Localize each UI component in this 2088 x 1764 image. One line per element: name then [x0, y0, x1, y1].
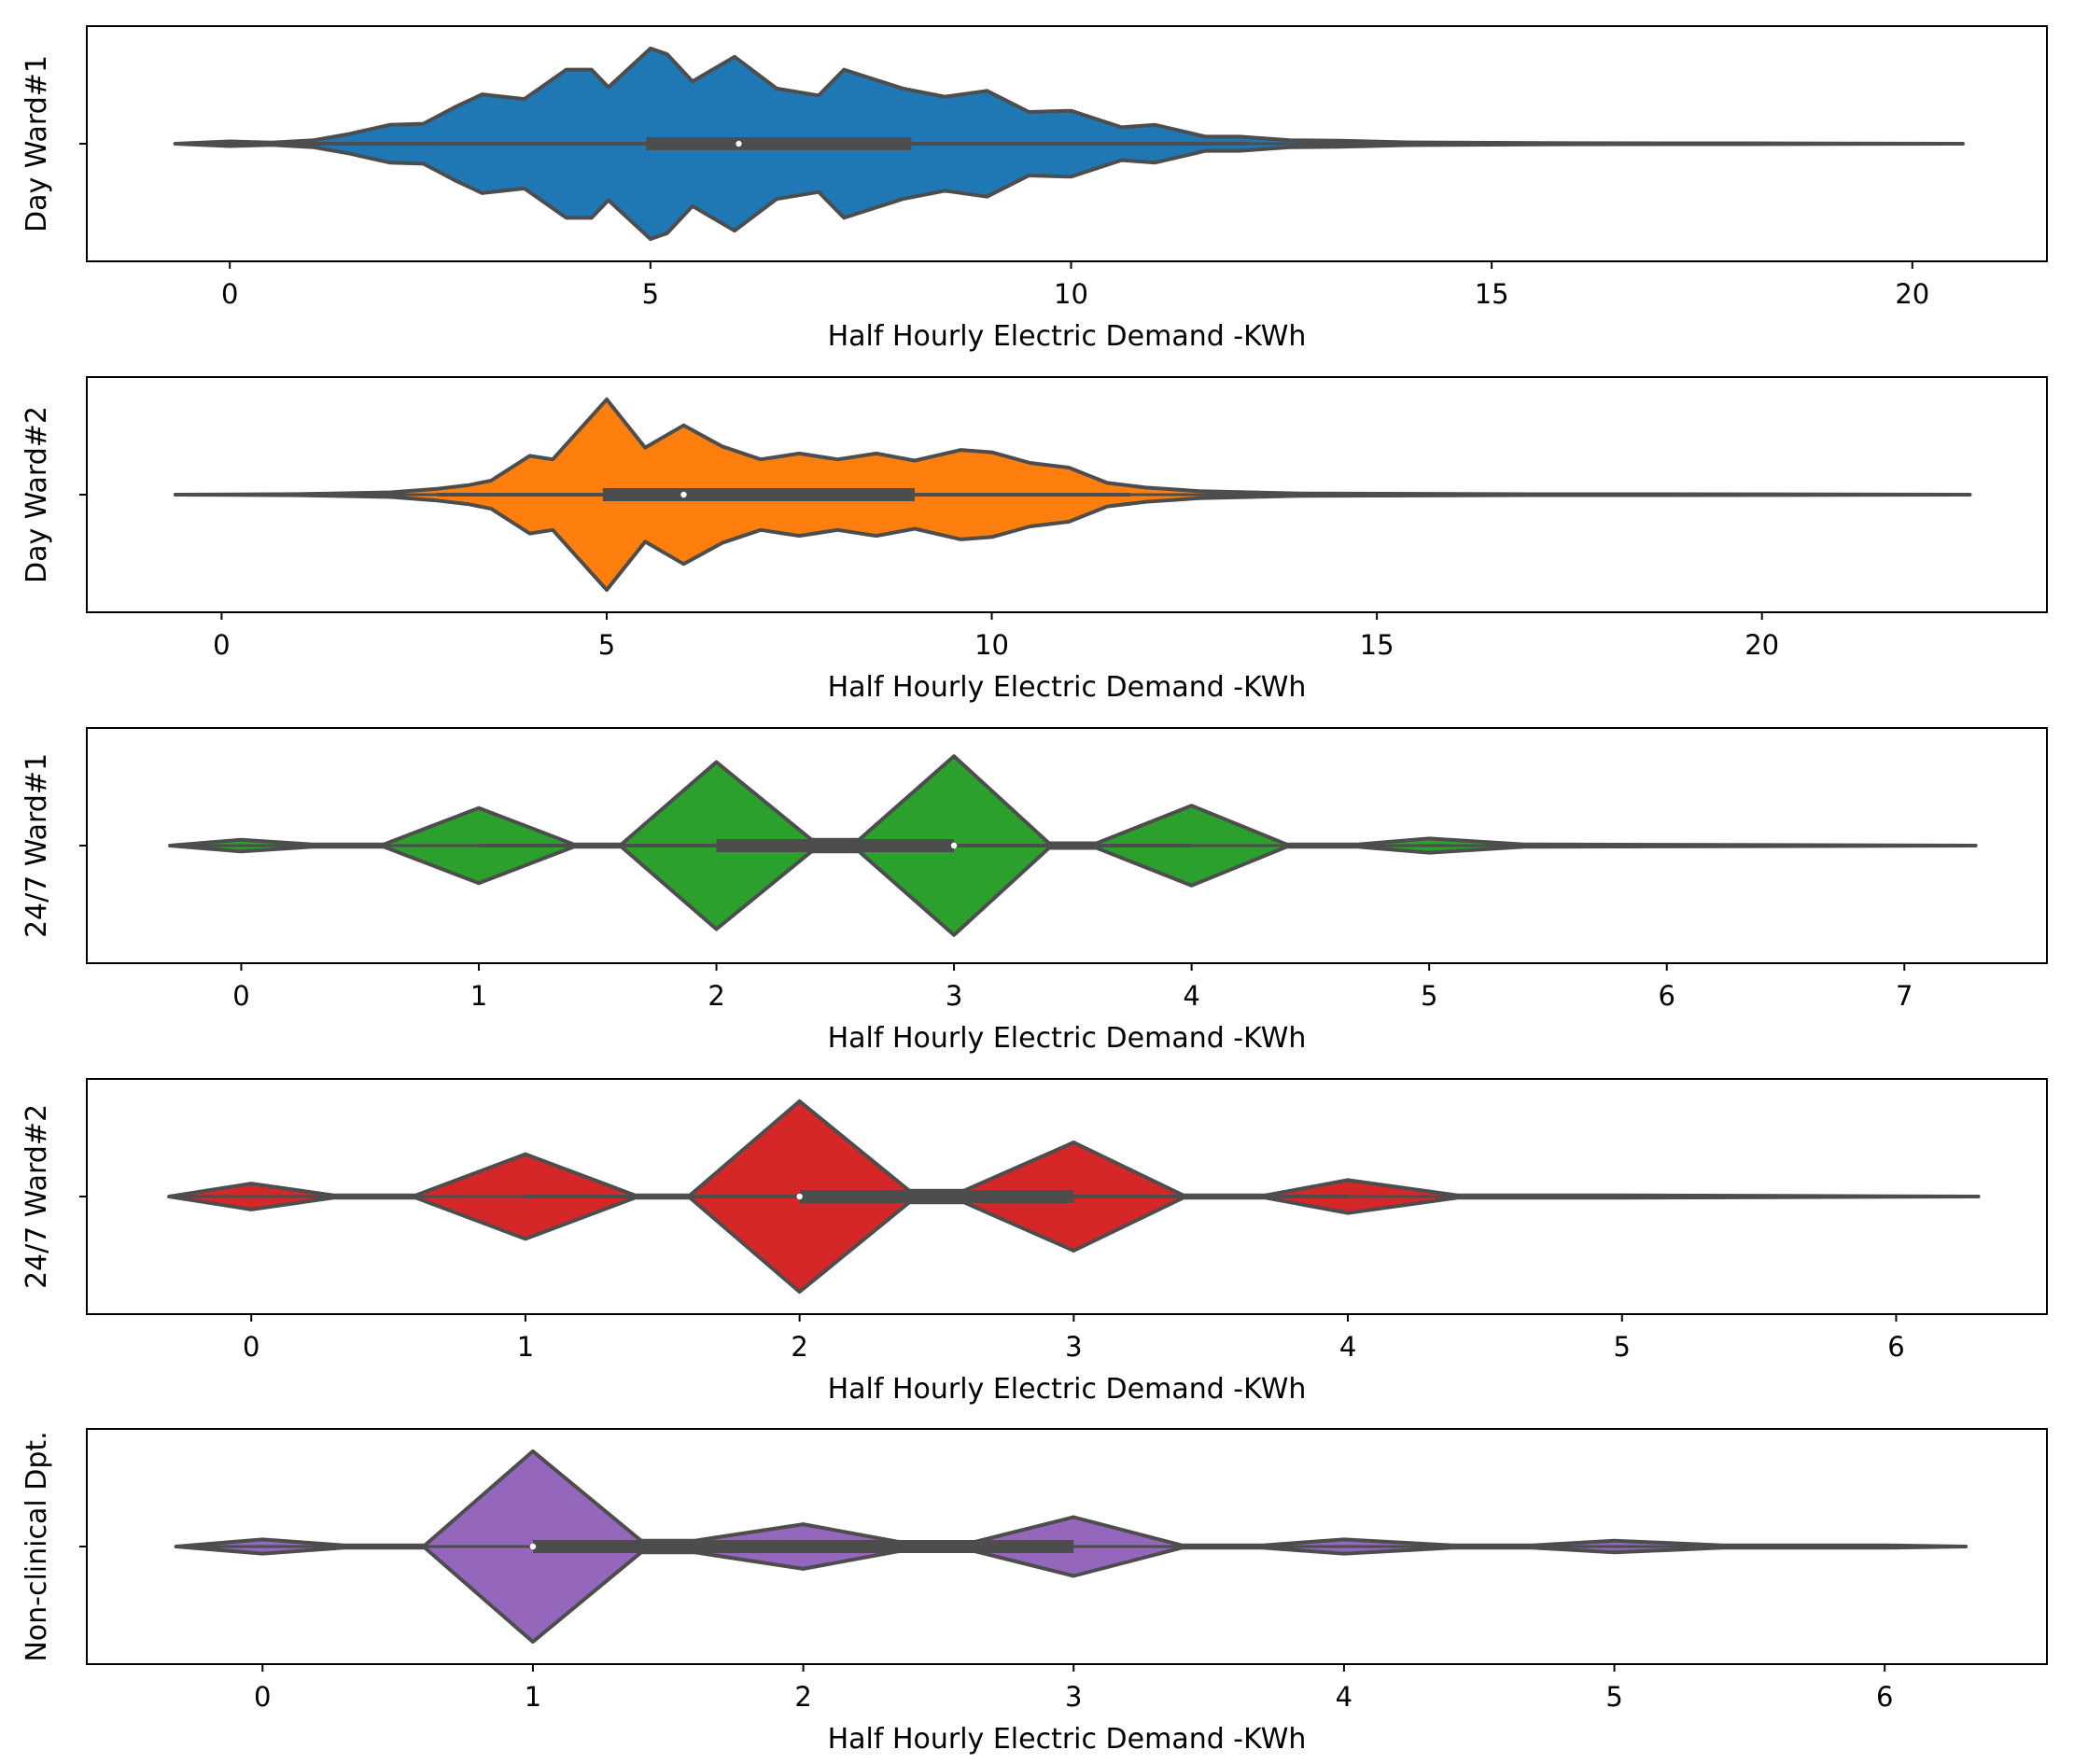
violin-iqr-box [602, 488, 916, 501]
violin-panel-2: Day Ward#2 0 5 10 15 20 Half Hourly Electric D… [21, 376, 2048, 704]
y-axis-label: Day Ward#2 [21, 406, 53, 583]
x-tick-label: 0 [232, 980, 249, 1012]
x-tick-label: 10 [974, 629, 1009, 661]
x-axis-label: Half Hourly Electric Demand -KWh [828, 671, 1307, 704]
x-tick-label: 15 [1475, 278, 1509, 310]
violin-median-marker [796, 1193, 803, 1200]
x-tick-label: 5 [1614, 1331, 1631, 1363]
y-axis-label: Day Ward#1 [21, 55, 53, 232]
violin-panel-5: Non-clinical Dpt. 0 1 2 3 4 5 6 Half Hourly Elec… [21, 1428, 2048, 1756]
violin-iqr-box [646, 137, 912, 150]
x-tick-label: 6 [1659, 980, 1675, 1012]
x-tick-label: 5 [642, 278, 659, 310]
x-axis-label: Half Hourly Electric Demand -KWh [828, 320, 1307, 353]
x-axis-label: Half Hourly Electric Demand -KWh [828, 1373, 1307, 1406]
x-tick-label: 0 [254, 1681, 271, 1713]
x-tick-label: 1 [525, 1681, 541, 1713]
violin-panel-3: 24/7 Ward#1 0 1 2 3 4 5 6 7 Half Hourly Electric … [21, 727, 2048, 1055]
x-tick-label: 3 [946, 980, 962, 1012]
x-tick-label: 2 [794, 1681, 811, 1713]
violin-iqr-box [532, 1540, 1074, 1553]
x-axis-label: Half Hourly Electric Demand -KWh [828, 1022, 1307, 1055]
x-tick-label: 4 [1336, 1681, 1352, 1713]
x-tick-label: 0 [243, 1331, 259, 1363]
x-tick-label: 0 [221, 278, 238, 310]
x-tick-label: 15 [1360, 629, 1394, 661]
x-tick-label: 1 [470, 980, 487, 1012]
violin-panel-4: 24/7 Ward#2 0 1 2 3 4 5 6 Half Hourly Electric D… [21, 1078, 2048, 1406]
y-axis-label: 24/7 Ward#1 [21, 753, 53, 938]
violin-panel-1: Day Ward#1 0 5 10 15 20 Half Hourly Electric D… [21, 25, 2048, 353]
x-tick-label: 2 [708, 980, 724, 1012]
x-tick-label: 1 [517, 1331, 534, 1363]
x-tick-label: 5 [1421, 980, 1437, 1012]
violin-median-marker [736, 140, 742, 147]
x-tick-label: 20 [1895, 278, 1929, 310]
x-axis-label: Half Hourly Electric Demand -KWh [828, 1723, 1307, 1756]
x-tick-label: 5 [598, 629, 615, 661]
x-tick-label: 20 [1745, 629, 1779, 661]
x-tick-label: 3 [1065, 1681, 1082, 1713]
y-axis-label: 24/7 Ward#2 [21, 1104, 53, 1289]
violin-median-marker [950, 842, 958, 849]
x-tick-label: 6 [1876, 1681, 1893, 1713]
violin-median-marker [680, 491, 687, 498]
x-tick-label: 6 [1887, 1331, 1904, 1363]
violin-iqr-box [799, 1190, 1074, 1203]
violin-iqr-box [716, 839, 955, 852]
violin-median-marker [529, 1543, 537, 1550]
x-tick-label: 4 [1339, 1331, 1356, 1363]
x-tick-label: 5 [1605, 1681, 1622, 1713]
x-tick-label: 10 [1054, 278, 1088, 310]
x-tick-label: 0 [213, 629, 230, 661]
x-tick-label: 3 [1065, 1331, 1082, 1363]
x-tick-label: 4 [1183, 980, 1199, 1012]
x-tick-label: 2 [791, 1331, 807, 1363]
y-axis-label: Non-clinical Dpt. [21, 1431, 53, 1661]
x-tick-label: 7 [1896, 980, 1913, 1012]
